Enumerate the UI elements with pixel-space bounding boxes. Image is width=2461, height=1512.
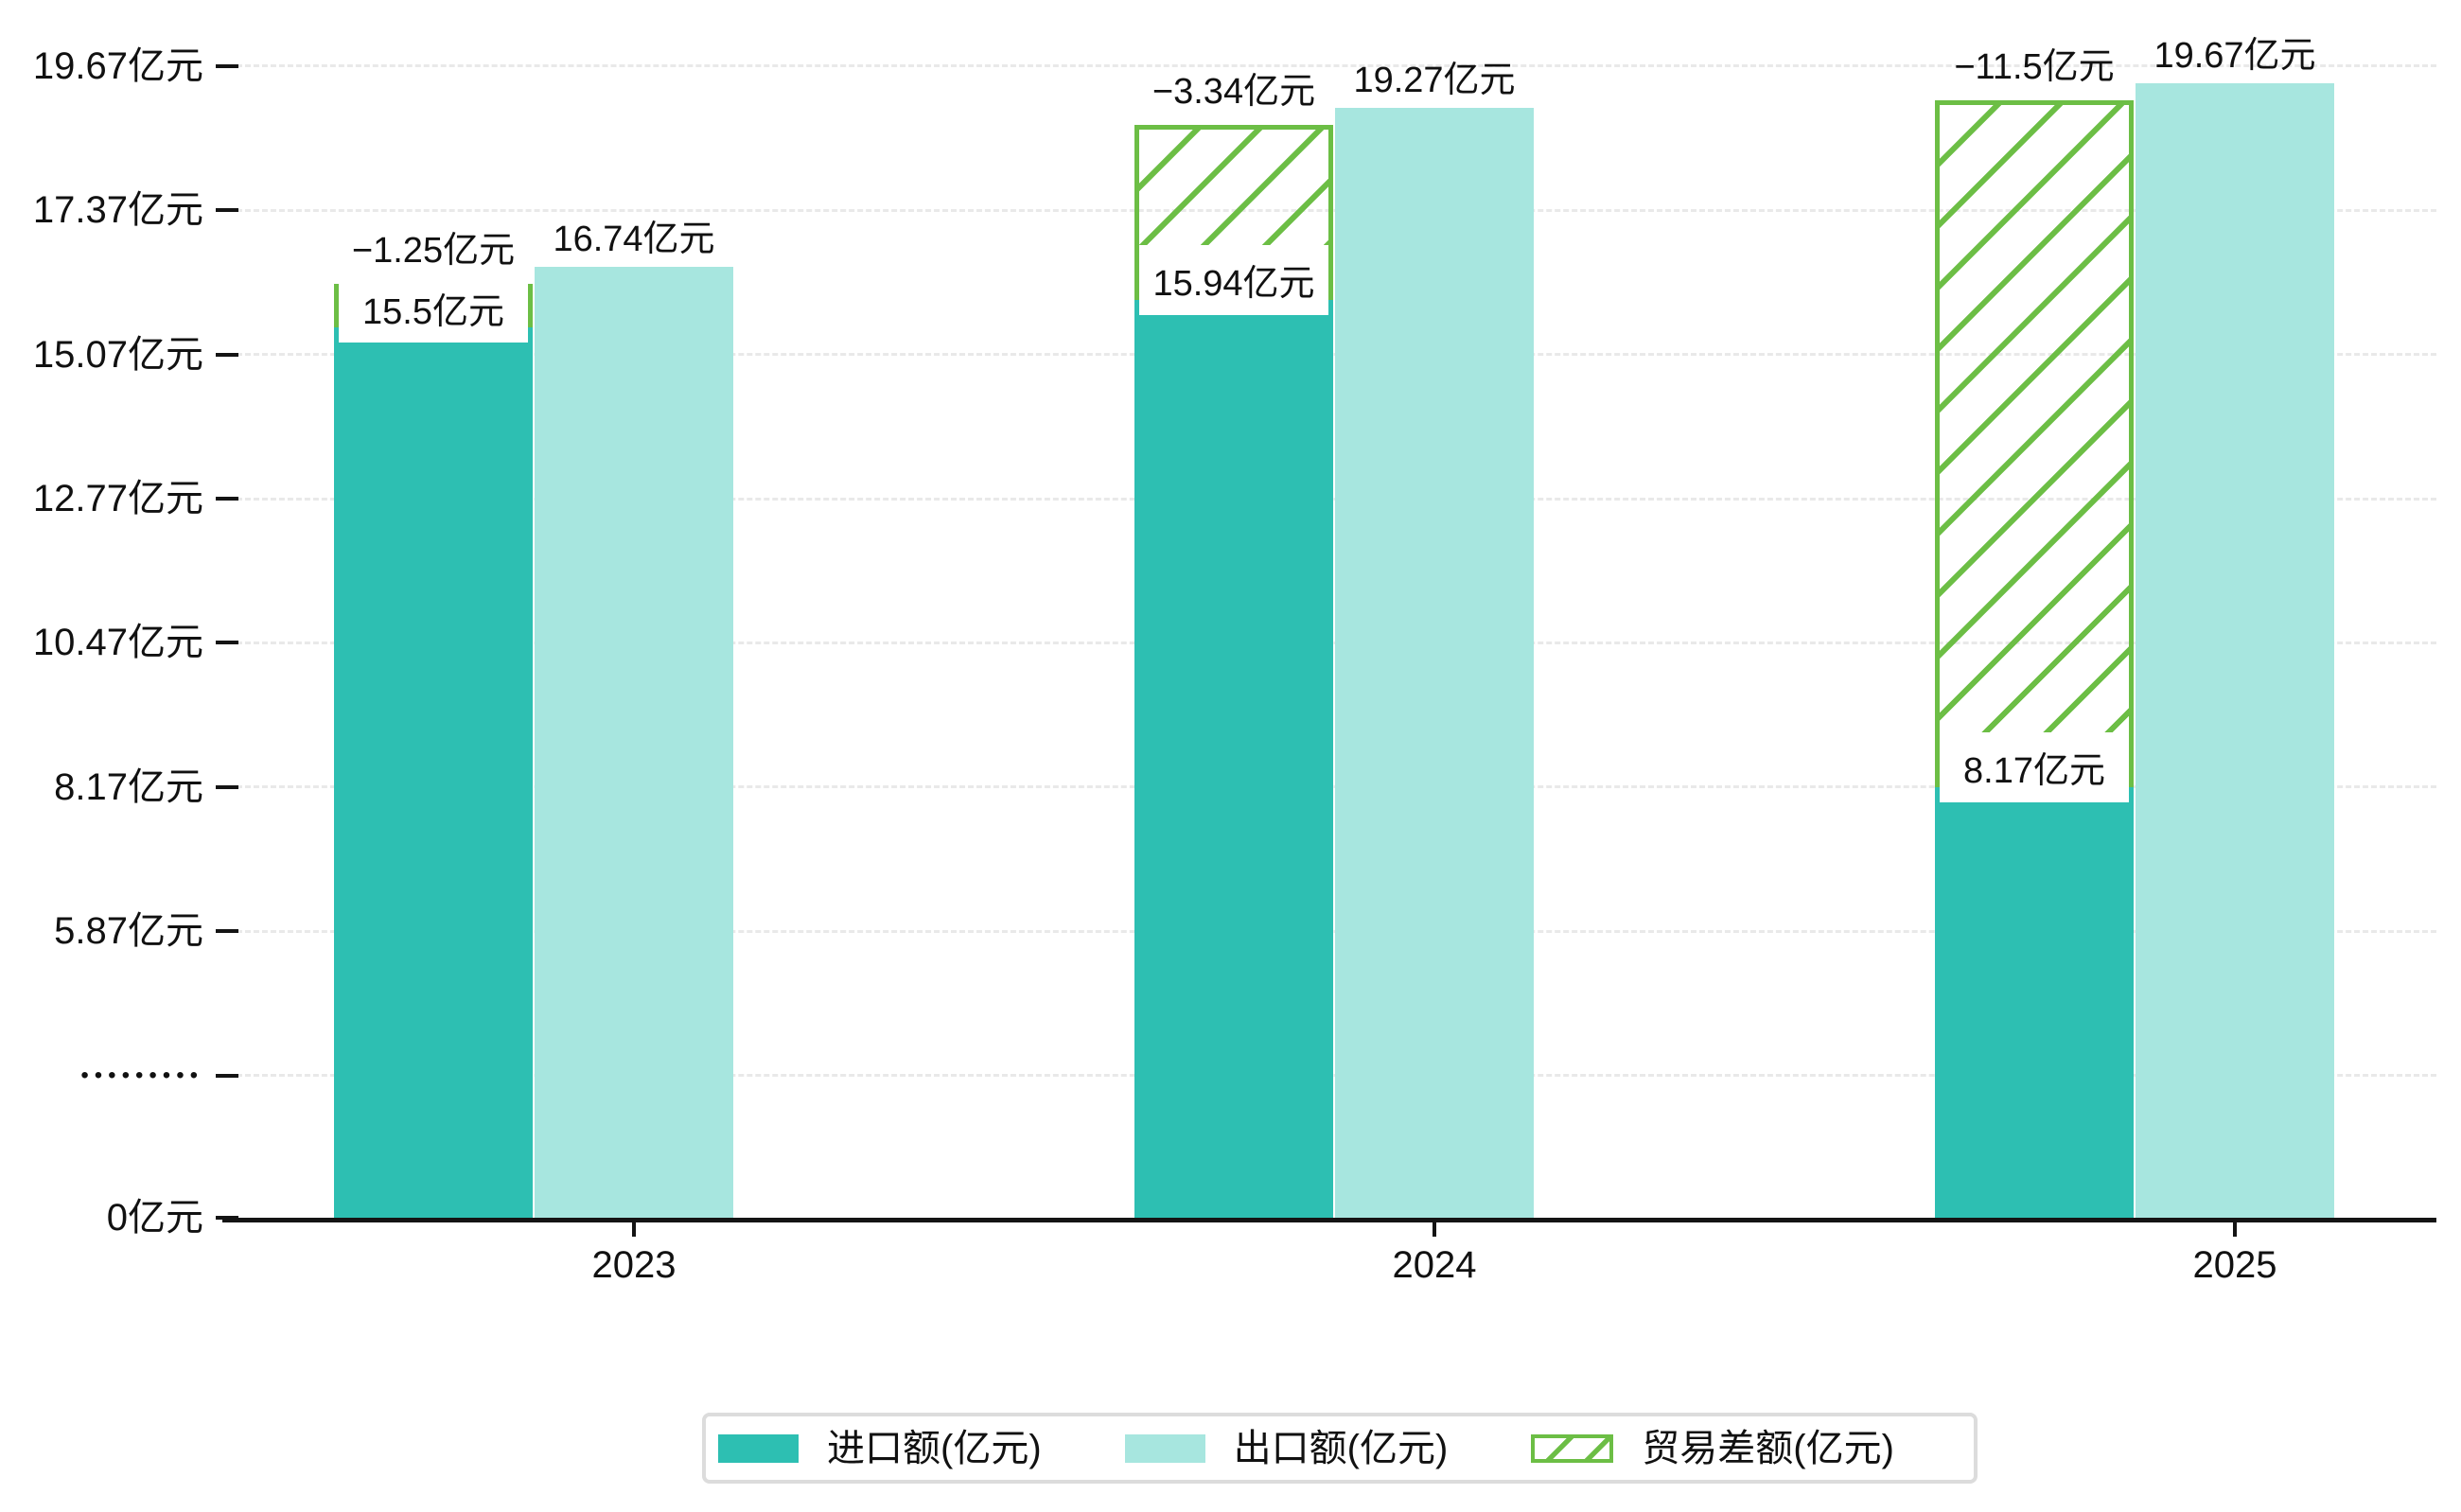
export-swatch-icon [1124,1433,1205,1463]
legend-label-import: 进口额(亿元) [827,1427,1042,1469]
y-axis-tick-label: 5.87亿元 [54,910,203,953]
x-axis-tick-mark [632,1222,636,1237]
import-bar-2023[interactable] [334,327,533,1221]
y-axis-tick-label: 0亿元 [106,1197,203,1239]
x-axis-label-2025: 2025 [2192,1244,2277,1286]
y-axis-tick-label: 15.07亿元 [32,333,203,376]
balance-value-label: −11.5亿元 [1954,46,2115,87]
x-axis-line [222,1218,2436,1222]
y-axis-tick-label: 17.37亿元 [32,189,203,232]
y-axis-tick-label: 12.77亿元 [32,478,203,520]
y-axis-tick-mark [216,352,238,357]
gridline [237,64,2436,68]
y-axis-tick-mark [216,929,238,934]
y-axis-tick-mark [216,1073,238,1078]
x-axis-tick-mark [1433,1222,1436,1237]
y-axis-tick-mark [216,784,238,789]
export-bar-2025[interactable] [2136,82,2334,1221]
legend: 进口额(亿元) 出口额(亿元) 贸易差额(亿元) [702,1413,1978,1484]
legend-label-export: 出口额(亿元) [1233,1427,1449,1469]
balance-value-label: −1.25亿元 [351,230,516,271]
balance-value-label: −3.34亿元 [1151,72,1316,113]
y-axis-tick-label: 19.67亿元 [32,44,203,87]
y-axis-tick-label: 8.17亿元 [54,765,203,808]
import-value-label: 15.5亿元 [339,273,528,343]
import-bar-2025[interactable] [1935,786,2134,1221]
y-axis-tick-mark [216,497,238,501]
import-swatch-icon [718,1433,799,1463]
x-axis-label-2024: 2024 [1392,1244,1477,1286]
legend-item-balance[interactable]: 贸易差额(亿元) [1531,1428,1894,1469]
x-axis-tick-mark [2233,1222,2237,1237]
trade-balance-bar-2025[interactable] [1935,99,2134,787]
y-axis-tick-mark [216,641,238,645]
y-axis-tick-mark [216,63,238,68]
legend-item-import[interactable]: 进口额(亿元) [718,1428,1042,1469]
export-value-label: 19.27亿元 [1353,61,1516,101]
export-value-label: 19.67亿元 [2153,35,2316,76]
export-value-label: 16.74亿元 [553,219,715,259]
x-axis-label-2023: 2023 [591,1244,677,1286]
y-axis-tick-mark [216,208,238,213]
import-value-label: 8.17亿元 [1940,731,2129,802]
legend-item-export[interactable]: 出口额(亿元) [1124,1427,1449,1469]
import-bar-2024[interactable] [1134,299,1333,1221]
legend-label-balance: 贸易差额(亿元) [1642,1427,1894,1469]
export-bar-2024[interactable] [1335,108,1534,1221]
y-axis-break-label: ••••••••• [80,1062,203,1088]
import-value-label: 15.94亿元 [1139,244,1328,315]
trade-balance-hatch-swatch-icon [1531,1433,1614,1463]
export-bar-2023[interactable] [535,266,733,1221]
y-axis-tick-label: 10.47亿元 [32,622,203,664]
